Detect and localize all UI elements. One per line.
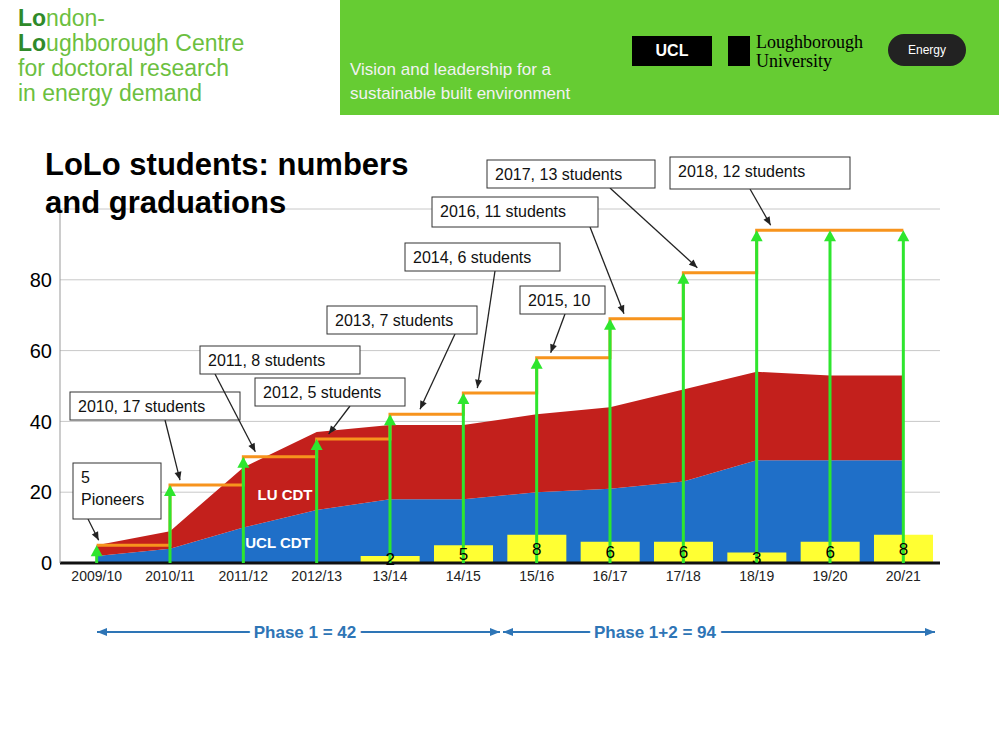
svg-text:13/14: 13/14: [372, 568, 407, 584]
svg-text:2010/11: 2010/11: [145, 568, 195, 584]
svg-text:6: 6: [825, 543, 834, 562]
svg-text:80: 80: [30, 269, 52, 291]
svg-text:60: 60: [30, 340, 52, 362]
svg-text:2: 2: [385, 550, 394, 569]
svg-text:2011, 8 students: 2011, 8 students: [208, 352, 325, 369]
svg-text:2013, 7 students: 2013, 7 students: [335, 312, 453, 329]
svg-text:18/19: 18/19: [739, 568, 774, 584]
svg-text:2011/12: 2011/12: [219, 568, 269, 584]
svg-text:2010, 17 students: 2010, 17 students: [78, 398, 205, 415]
svg-text:19/20: 19/20: [812, 568, 847, 584]
svg-text:5: 5: [81, 469, 90, 486]
svg-text:17/18: 17/18: [666, 568, 701, 584]
svg-text:2015, 10: 2015, 10: [528, 292, 590, 309]
html-text:for doctoral research: for doctoral research: [18, 55, 229, 81]
html-text:Lo ndon-: Lo ndon-: [18, 5, 105, 31]
html-text:LoLo students: numbers and gra: LoLo students: numbers and graduations: [45, 147, 409, 220]
html-text:UCL: UCL: [655, 42, 689, 59]
svg-text:14/15: 14/15: [446, 568, 481, 584]
svg-text:20: 20: [30, 481, 52, 503]
svg-text:20/21: 20/21: [886, 568, 921, 584]
svg-text:5: 5: [459, 545, 468, 564]
svg-text:2018, 12 students: 2018, 12 students: [678, 163, 805, 180]
html-text:Loughborough: Loughborough: [756, 32, 863, 52]
svg-text:15/16: 15/16: [519, 568, 554, 584]
svg-text:2014, 6 students: 2014, 6 students: [413, 249, 531, 266]
svg-text:6: 6: [679, 543, 688, 562]
svg-text:Phase 1 = 42: Phase 1 = 42: [254, 623, 357, 642]
html-text:University: University: [756, 51, 832, 71]
svg-text:Pioneers: Pioneers: [81, 491, 144, 508]
svg-text:40: 40: [30, 411, 52, 433]
html-text:Vision and leadership for a: Vision and leadership for a: [350, 60, 551, 79]
html-text:Lo ughborough Centre: Lo ughborough Centre: [18, 30, 245, 56]
html-text:in energy demand: in energy demand: [18, 80, 203, 106]
svg-text:2009/10: 2009/10: [71, 568, 122, 584]
svg-text:8: 8: [899, 540, 908, 559]
svg-text:LU CDT: LU CDT: [258, 486, 313, 503]
svg-text:2012/13: 2012/13: [291, 568, 342, 584]
svg-text:6: 6: [605, 543, 614, 562]
html-text:Energy: Energy: [908, 43, 946, 57]
svg-text:2017, 13 students: 2017, 13 students: [495, 166, 622, 183]
svg-text:16/17: 16/17: [592, 568, 627, 584]
svg-text:8: 8: [532, 540, 541, 559]
svg-text:3: 3: [752, 549, 761, 568]
svg-text:0: 0: [41, 552, 52, 574]
svg-text:Phase 1+2 = 94: Phase 1+2 = 94: [594, 623, 716, 642]
svg-text:2012, 5 students: 2012, 5 students: [263, 384, 381, 401]
svg-text:2016, 11 students: 2016, 11 students: [440, 203, 566, 220]
svg-text:UCL CDT: UCL CDT: [245, 534, 311, 551]
html-text:sustainable built environment: sustainable built environment: [350, 84, 571, 103]
